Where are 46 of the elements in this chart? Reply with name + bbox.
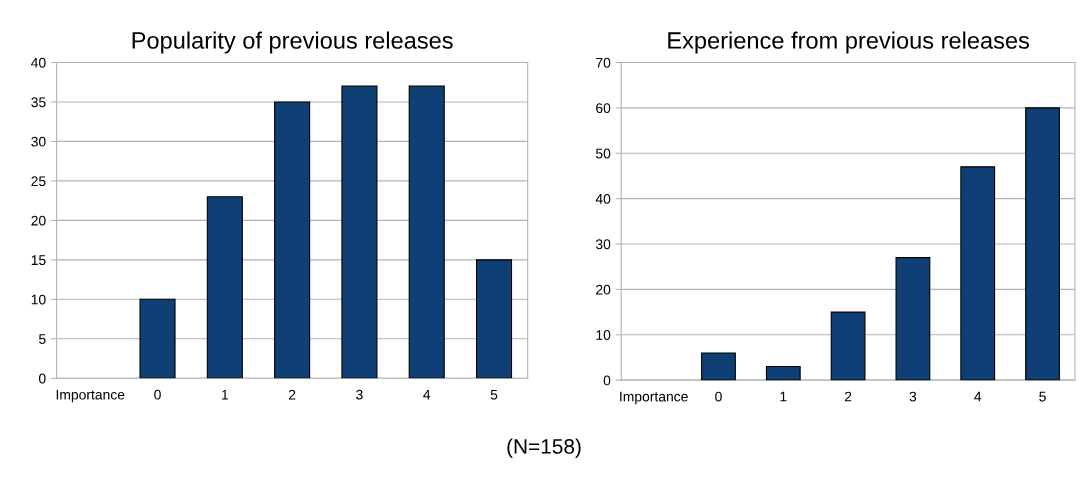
y-tick-label: 35 — [31, 97, 46, 108]
y-tick-label: 50 — [595, 148, 611, 159]
y-tick-label: 60 — [596, 103, 611, 114]
bar — [701, 352, 736, 381]
bar — [765, 365, 801, 381]
bar — [274, 101, 311, 379]
y-tick-label: 30 — [31, 136, 46, 147]
y-tick-label: 10 — [596, 330, 611, 340]
bar — [830, 311, 866, 381]
y-tick-label: 40 — [595, 193, 611, 204]
bar — [475, 259, 513, 379]
y-tick-label: 15 — [31, 255, 46, 266]
y-tick-label: 20 — [596, 284, 611, 295]
x-tick-label: 4 — [974, 391, 982, 402]
y-tick-label: 0 — [38, 373, 46, 384]
x-tick-label: 2 — [288, 389, 296, 400]
bar — [1025, 107, 1060, 381]
y-tick-label: 10 — [31, 294, 46, 305]
x-tick-label: 0 — [715, 391, 722, 402]
chart-title: Experience from previous releases — [668, 31, 1030, 54]
bar — [341, 85, 378, 379]
x-tick-label: 1 — [780, 391, 787, 402]
x-tick-label: 2 — [844, 391, 852, 402]
chart-title: Popularity of previous releases — [132, 31, 453, 54]
bar — [139, 298, 176, 379]
y-tick-label: 70 — [596, 57, 611, 68]
y-tick-label: 5 — [38, 334, 46, 344]
bar — [960, 166, 996, 381]
x-tick-label: 0 — [154, 389, 161, 400]
y-tick-label: 40 — [31, 57, 46, 68]
y-tick-label: 0 — [603, 375, 611, 386]
bar — [206, 196, 243, 379]
y-tick-label: 20 — [31, 215, 46, 226]
x-tick-label: 5 — [1039, 391, 1046, 402]
x-tick-label: 3 — [909, 391, 917, 402]
y-tick-label: 25 — [31, 176, 46, 187]
text: (N=158) — [507, 438, 581, 458]
y-tick-label: 30 — [595, 239, 611, 250]
x-tick-label: Importance — [56, 389, 125, 403]
x-tick-label: Importance — [620, 391, 688, 405]
x-tick-label: 3 — [356, 389, 363, 400]
x-tick-label: 4 — [423, 389, 431, 400]
bar — [408, 85, 445, 379]
bar — [895, 257, 931, 381]
x-tick-label: 1 — [222, 389, 229, 400]
x-tick-label: 5 — [490, 389, 498, 400]
